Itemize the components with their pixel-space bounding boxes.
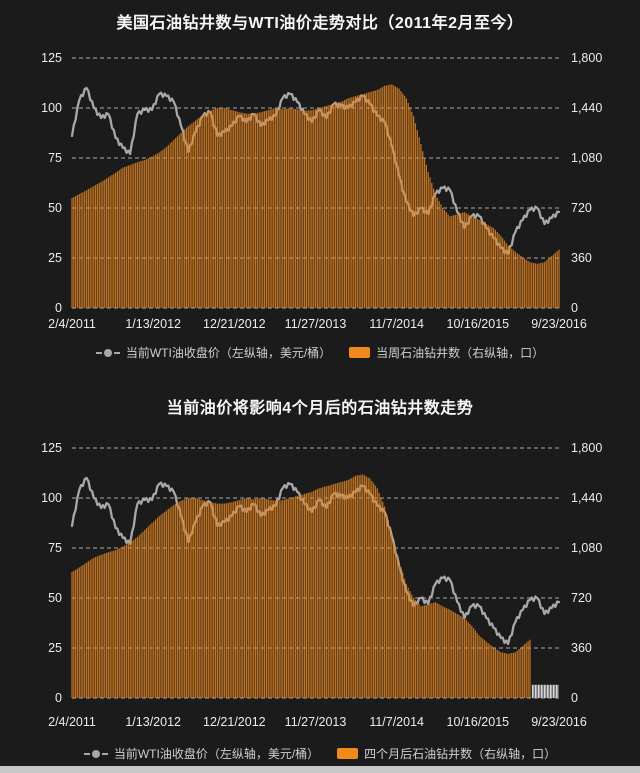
legend-label: 当周石油钻井数（右纵轴，口） bbox=[376, 346, 545, 360]
svg-text:1,440: 1,440 bbox=[571, 101, 602, 115]
svg-text:10/16/2015: 10/16/2015 bbox=[447, 715, 510, 729]
svg-text:1/13/2012: 1/13/2012 bbox=[125, 317, 181, 331]
legend-item-rig-count: 当周石油钻井数（右纵轴，口） bbox=[349, 344, 544, 361]
legend-item-rig-count-shifted: 四个月后石油钻井数（右纵轴，口） bbox=[337, 745, 556, 762]
svg-text:9/23/2016: 9/23/2016 bbox=[531, 317, 587, 331]
chart1-plot: 0 0 25 360 50 720 75 1,080 100 1,440 125 1,800 2/4/2… bbox=[41, 51, 602, 331]
svg-text:2/4/2011: 2/4/2011 bbox=[48, 715, 96, 729]
svg-text:125: 125 bbox=[41, 51, 62, 65]
legend-item-wti-price: 当前WTI油收盘价（左纵轴，美元/桶） bbox=[83, 745, 320, 762]
chart2-title: 当前油价将影响4个月后的石油钻井数走势 bbox=[166, 400, 474, 417]
svg-text:12/21/2012: 12/21/2012 bbox=[203, 715, 266, 729]
svg-text:1,800: 1,800 bbox=[571, 441, 602, 455]
svg-text:360: 360 bbox=[571, 641, 592, 655]
svg-text:12/21/2012: 12/21/2012 bbox=[203, 317, 266, 331]
bottom-border-bar bbox=[0, 766, 640, 773]
chart1-title: 美国石油钻井数与WTI油价走势对比（2011年2月至今） bbox=[116, 15, 524, 32]
svg-text:1,800: 1,800 bbox=[571, 51, 602, 65]
chart2-legend: 当前WTI油收盘价（左纵轴，美元/桶） 四个月后石油钻井数（右纵轴，口） bbox=[0, 745, 640, 762]
svg-text:0: 0 bbox=[55, 691, 62, 705]
svg-text:11/27/2013: 11/27/2013 bbox=[285, 715, 347, 729]
chart1-legend: 当前WTI油收盘价（左纵轴，美元/桶） 当周石油钻井数（右纵轴，口） bbox=[0, 344, 640, 361]
svg-text:720: 720 bbox=[571, 201, 592, 215]
svg-text:25: 25 bbox=[48, 641, 62, 655]
svg-text:720: 720 bbox=[571, 591, 592, 605]
svg-text:50: 50 bbox=[48, 591, 62, 605]
svg-text:25: 25 bbox=[48, 251, 62, 265]
svg-text:50: 50 bbox=[48, 201, 62, 215]
svg-text:0: 0 bbox=[571, 301, 578, 315]
svg-text:75: 75 bbox=[48, 151, 62, 165]
svg-text:11/7/2014: 11/7/2014 bbox=[369, 715, 424, 729]
legend-label: 当前WTI油收盘价（左纵轴，美元/桶） bbox=[125, 346, 332, 360]
svg-text:100: 100 bbox=[41, 101, 62, 115]
bar-series-swatch-icon bbox=[337, 748, 359, 759]
line-series-marker-icon bbox=[95, 348, 120, 357]
svg-text:125: 125 bbox=[41, 441, 62, 455]
legend-item-wti-price: 当前WTI油收盘价（左纵轴，美元/桶） bbox=[95, 344, 332, 361]
svg-text:10/16/2015: 10/16/2015 bbox=[447, 317, 510, 331]
svg-text:2/4/2011: 2/4/2011 bbox=[48, 317, 96, 331]
svg-text:1/13/2012: 1/13/2012 bbox=[125, 715, 181, 729]
svg-text:1,080: 1,080 bbox=[571, 151, 602, 165]
chart2-plot: 0 0 25 360 50 720 75 1,080 100 1,440 125 1,800 2/4/2… bbox=[41, 441, 602, 729]
svg-text:0: 0 bbox=[571, 691, 578, 705]
legend-label: 四个月后石油钻井数（右纵轴，口） bbox=[364, 747, 557, 761]
svg-text:0: 0 bbox=[55, 301, 62, 315]
svg-text:75: 75 bbox=[48, 541, 62, 555]
legend-label: 当前WTI油收盘价（左纵轴，美元/桶） bbox=[113, 747, 320, 761]
svg-text:1,440: 1,440 bbox=[571, 491, 602, 505]
svg-text:11/27/2013: 11/27/2013 bbox=[285, 317, 347, 331]
svg-text:11/7/2014: 11/7/2014 bbox=[369, 317, 424, 331]
bar-series-swatch-icon bbox=[349, 347, 371, 358]
svg-text:1,080: 1,080 bbox=[571, 541, 602, 555]
line-series-marker-icon bbox=[83, 749, 108, 758]
svg-text:9/23/2016: 9/23/2016 bbox=[531, 715, 587, 729]
svg-text:100: 100 bbox=[41, 491, 62, 505]
svg-text:360: 360 bbox=[571, 251, 592, 265]
